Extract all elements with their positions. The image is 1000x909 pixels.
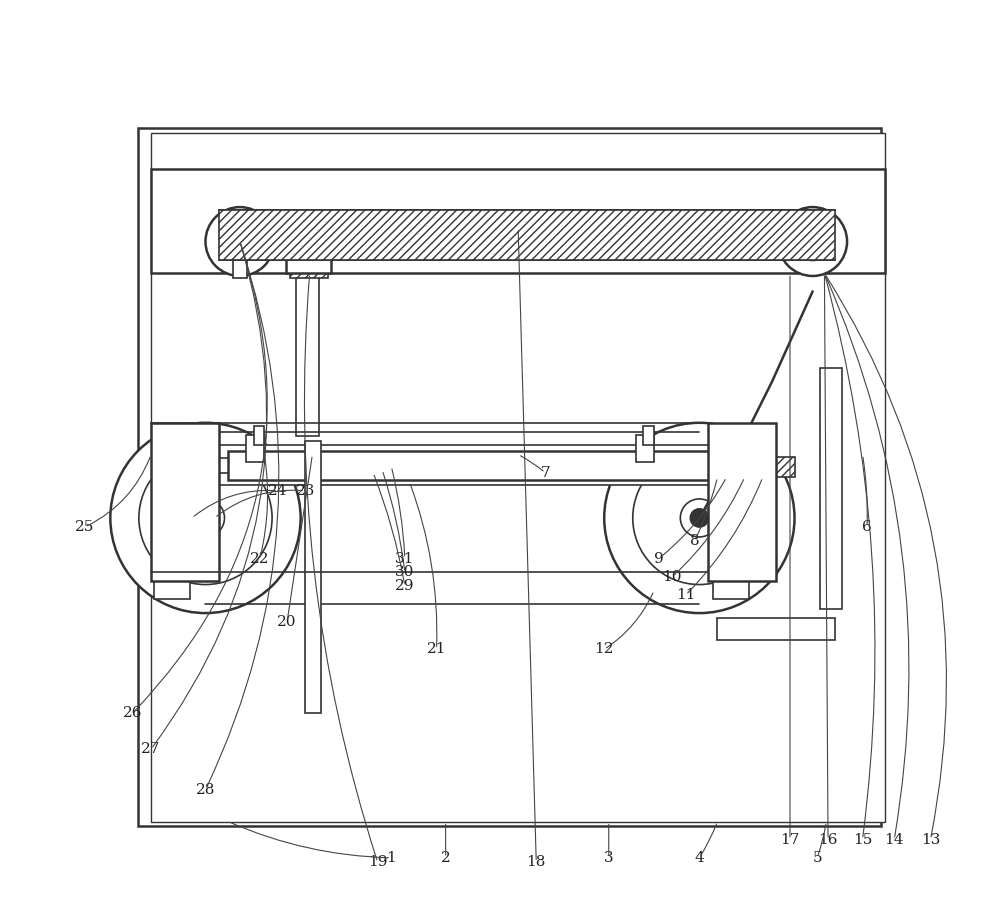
Text: 21: 21 <box>427 643 446 656</box>
Text: 9: 9 <box>654 552 663 565</box>
Bar <box>290 224 328 278</box>
Bar <box>154 441 190 468</box>
Circle shape <box>805 235 820 249</box>
Bar <box>228 451 731 480</box>
Text: 28: 28 <box>196 783 215 797</box>
Bar <box>305 441 321 713</box>
Circle shape <box>233 235 247 249</box>
Circle shape <box>633 452 766 584</box>
Text: 19: 19 <box>368 855 387 869</box>
Text: 26: 26 <box>123 705 143 720</box>
Bar <box>713 573 749 600</box>
Text: 12: 12 <box>594 643 614 656</box>
Text: 18: 18 <box>527 855 546 869</box>
Text: 4: 4 <box>694 851 704 864</box>
Bar <box>151 169 885 274</box>
Text: 2: 2 <box>441 851 451 864</box>
Text: 24: 24 <box>268 484 288 498</box>
Bar <box>233 258 247 278</box>
Bar <box>296 255 319 436</box>
Text: 17: 17 <box>780 833 800 846</box>
Bar <box>820 368 842 608</box>
Bar <box>717 457 795 477</box>
Text: 5: 5 <box>812 851 822 864</box>
Bar <box>201 445 745 459</box>
Bar <box>286 224 331 274</box>
Bar <box>201 458 745 473</box>
Text: 16: 16 <box>818 833 838 846</box>
Bar <box>713 468 749 573</box>
Text: 29: 29 <box>395 579 415 593</box>
Text: 14: 14 <box>884 833 904 846</box>
Bar <box>636 435 654 462</box>
Text: 7: 7 <box>540 465 550 480</box>
Bar <box>717 617 835 640</box>
Bar <box>151 423 219 582</box>
Text: 3: 3 <box>604 851 614 864</box>
Bar <box>138 128 881 826</box>
Text: 8: 8 <box>690 534 700 547</box>
Circle shape <box>221 223 259 261</box>
Text: 20: 20 <box>277 615 297 629</box>
Text: 13: 13 <box>921 833 940 846</box>
Circle shape <box>778 207 847 276</box>
Circle shape <box>205 207 274 276</box>
Circle shape <box>604 423 795 613</box>
Text: 23: 23 <box>295 484 315 498</box>
Text: 31: 31 <box>395 552 415 565</box>
Text: 15: 15 <box>853 833 872 846</box>
Text: 11: 11 <box>676 588 696 602</box>
Bar <box>201 471 745 485</box>
Bar <box>154 573 190 600</box>
Text: 10: 10 <box>662 570 682 584</box>
Circle shape <box>794 223 832 261</box>
Circle shape <box>680 499 718 537</box>
Bar <box>643 425 654 445</box>
Text: 6: 6 <box>862 520 872 534</box>
Circle shape <box>196 509 215 527</box>
Text: 27: 27 <box>141 742 161 756</box>
Text: 30: 30 <box>395 565 415 579</box>
Circle shape <box>690 509 708 527</box>
Circle shape <box>139 452 272 584</box>
Bar <box>151 133 885 822</box>
Circle shape <box>186 499 225 537</box>
Bar <box>246 435 264 462</box>
Text: 1: 1 <box>386 851 396 864</box>
Text: 25: 25 <box>75 520 95 534</box>
Circle shape <box>110 423 301 613</box>
Bar <box>254 425 264 445</box>
Bar <box>713 441 749 468</box>
Bar <box>219 210 835 260</box>
Bar <box>708 423 776 582</box>
Bar <box>154 468 190 573</box>
Text: 22: 22 <box>250 552 270 565</box>
